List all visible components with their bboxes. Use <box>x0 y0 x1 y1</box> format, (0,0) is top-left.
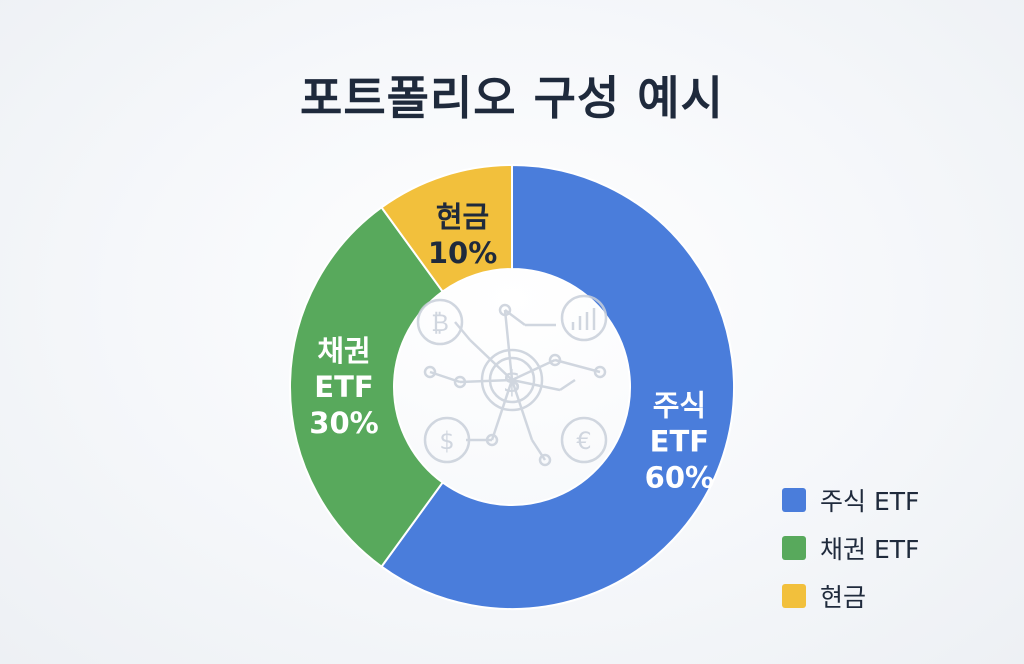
bitcoin-icon <box>416 298 464 346</box>
slice-bond-etf <box>289 206 445 568</box>
slice-cash <box>380 163 513 293</box>
dollar-icon: $ <box>502 365 521 400</box>
slice-stock-etf <box>380 163 735 610</box>
legend-item-bond-etf: 채권 ETF <box>782 524 982 572</box>
network-icon <box>423 303 607 467</box>
dollar-icon <box>480 348 544 412</box>
euro-icon <box>560 416 608 464</box>
legend-label-stock-etf: 주식 ETF <box>820 487 920 516</box>
donut-slices <box>289 163 735 610</box>
bitcoin-icon: ₿ <box>431 309 449 337</box>
legend-swatch-bond-etf <box>782 536 806 560</box>
legend-label-bond-etf: 채권 ETF <box>820 535 920 564</box>
dollar-icon <box>423 416 471 464</box>
legend-swatch-stock-etf <box>782 488 806 512</box>
bar-chart-icon <box>560 294 608 342</box>
euro-icon: € <box>576 427 591 455</box>
legend-item-cash: 현금 <box>782 572 982 620</box>
chart-legend: 주식 ETF 채권 ETF 현금 <box>782 476 982 620</box>
chart-title: 포트폴리오 구성 예시 <box>300 71 724 125</box>
legend-label-cash: 현금 <box>820 583 867 612</box>
dollar-icon: $ <box>439 427 454 455</box>
slice-label-bond-etf: 채권 ETF 30% <box>309 334 378 440</box>
slice-labels: 주식 ETF 60% 채권 ETF 30% 현금 10% <box>309 200 714 495</box>
legend-item-stock-etf: 주식 ETF <box>782 476 982 524</box>
legend-swatch-cash <box>782 584 806 608</box>
slice-label-cash: 현금 10% <box>428 200 497 270</box>
slice-label-stock-etf: 주식 ETF 60% <box>645 388 714 494</box>
center-illustration: $ ₿ $ € <box>416 294 608 467</box>
